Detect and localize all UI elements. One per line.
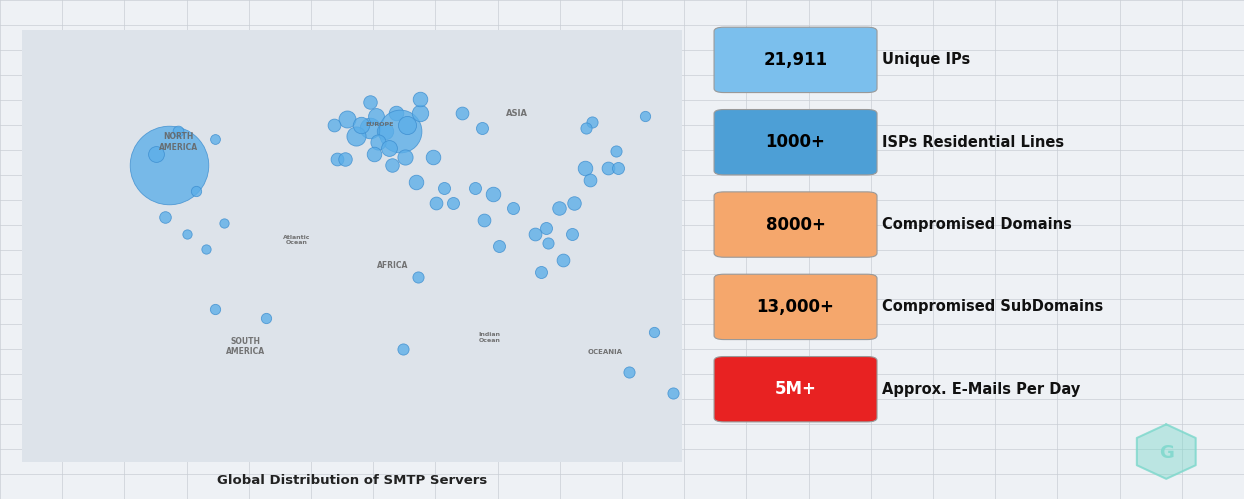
Text: 13,000+: 13,000+ xyxy=(756,298,835,316)
Point xyxy=(397,121,417,129)
Point xyxy=(607,164,627,172)
Point xyxy=(663,389,683,397)
Point xyxy=(483,190,503,198)
Point xyxy=(364,150,384,158)
Point xyxy=(146,150,165,158)
Point xyxy=(409,95,429,103)
Point xyxy=(636,112,656,120)
Point xyxy=(351,121,371,129)
Point xyxy=(346,132,366,140)
Point xyxy=(187,187,207,195)
Text: Approx. E-Mails Per Day: Approx. E-Mails Per Day xyxy=(882,382,1080,397)
Text: 5M+: 5M+ xyxy=(775,380,816,398)
Text: 21,911: 21,911 xyxy=(764,51,827,69)
Point xyxy=(389,127,409,135)
Point xyxy=(366,112,386,120)
Point xyxy=(504,205,524,213)
Point xyxy=(465,184,485,192)
Point xyxy=(177,230,197,238)
Point xyxy=(214,219,234,227)
Point xyxy=(256,314,276,322)
Text: Atlantic
Ocean: Atlantic Ocean xyxy=(284,235,311,246)
Point xyxy=(582,118,602,126)
Point xyxy=(382,161,402,169)
Polygon shape xyxy=(1137,424,1195,479)
Point xyxy=(598,164,618,172)
Point xyxy=(335,156,355,164)
Text: Global Distribution of SMTP Servers: Global Distribution of SMTP Servers xyxy=(216,474,488,487)
Point xyxy=(195,245,215,252)
Text: 8000+: 8000+ xyxy=(765,216,826,234)
Text: OCEANIA: OCEANIA xyxy=(587,349,622,355)
Point xyxy=(489,242,509,250)
Point xyxy=(323,121,343,129)
Point xyxy=(156,213,175,221)
Point xyxy=(327,156,347,164)
Point xyxy=(536,225,556,233)
Point xyxy=(423,153,443,161)
Point xyxy=(474,216,494,224)
Point xyxy=(396,153,415,161)
Text: NORTH
AMERICA: NORTH AMERICA xyxy=(158,132,198,152)
Point xyxy=(408,273,428,281)
Text: Compromised SubDomains: Compromised SubDomains xyxy=(882,299,1103,314)
Point xyxy=(409,109,429,117)
Point xyxy=(576,124,596,132)
Point xyxy=(606,147,626,155)
Point xyxy=(443,199,463,207)
Text: Unique IPs: Unique IPs xyxy=(882,52,970,67)
Point xyxy=(378,144,398,152)
Point xyxy=(368,138,388,146)
Point xyxy=(434,184,454,192)
Text: Compromised Domains: Compromised Domains xyxy=(882,217,1072,232)
Point xyxy=(562,230,582,238)
Point xyxy=(473,124,493,132)
Text: AFRICA: AFRICA xyxy=(377,261,408,270)
Text: 1000+: 1000+ xyxy=(765,133,826,151)
Point xyxy=(452,109,471,117)
Point xyxy=(393,345,413,353)
Point xyxy=(386,109,406,117)
Point xyxy=(168,127,188,135)
Point xyxy=(159,161,179,169)
Text: ISPs Residential Lines: ISPs Residential Lines xyxy=(882,135,1064,150)
Text: Indian
Ocean: Indian Ocean xyxy=(479,332,500,343)
Point xyxy=(564,199,583,207)
Point xyxy=(427,199,447,207)
Point xyxy=(552,256,572,264)
Point xyxy=(644,328,664,336)
Text: EUROPE: EUROPE xyxy=(366,122,393,127)
Point xyxy=(575,164,595,172)
Point xyxy=(337,115,357,123)
Point xyxy=(539,239,559,247)
Point xyxy=(361,124,381,132)
Text: ASIA: ASIA xyxy=(506,109,527,118)
Point xyxy=(525,230,545,238)
Point xyxy=(205,135,225,143)
Point xyxy=(407,179,427,187)
Point xyxy=(549,205,569,213)
Point xyxy=(531,267,551,275)
Point xyxy=(205,305,225,313)
Point xyxy=(580,176,600,184)
Text: SOUTH
AMERICA: SOUTH AMERICA xyxy=(226,337,265,356)
Point xyxy=(618,368,638,376)
Point xyxy=(376,127,396,135)
Text: G: G xyxy=(1159,444,1173,462)
Point xyxy=(361,98,381,106)
